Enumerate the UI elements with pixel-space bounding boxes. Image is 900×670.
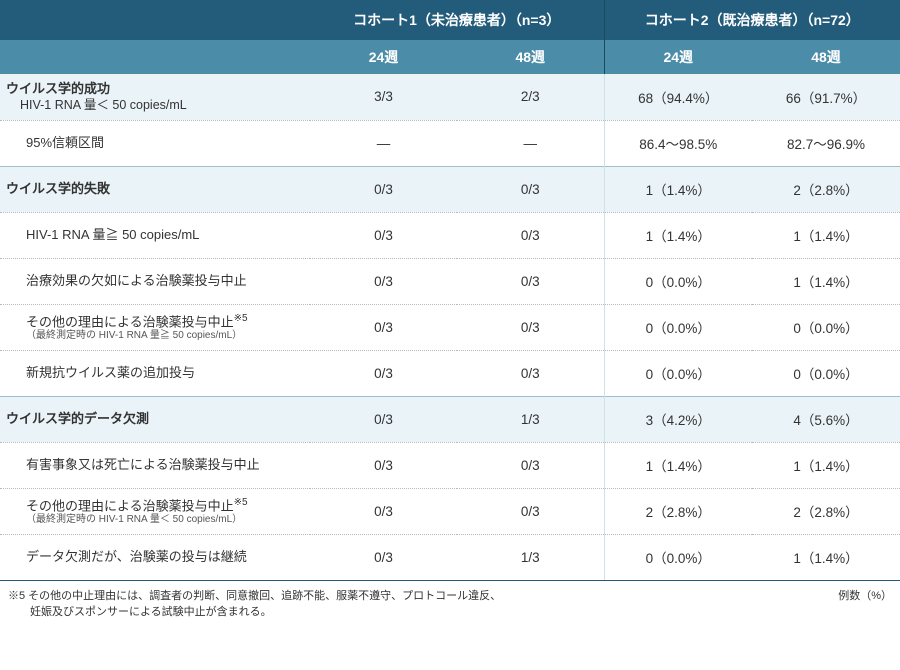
val-ge50-1: 0/3	[457, 212, 604, 258]
label-ae-death: 有害事象又は死亡による治験薬投与中止	[0, 442, 310, 488]
val-ci-1: —	[457, 120, 604, 166]
row-other-lt50: その他の理由による治験薬投与中止※5 （最終測定時の HIV-1 RNA 量＜ …	[0, 488, 900, 534]
text-vs-success-sub: HIV-1 RNA 量＜ 50 copies/mL	[6, 97, 310, 114]
val-ci-3: 82.7～96.9%	[752, 120, 900, 166]
val-le-0: 0/3	[310, 258, 457, 304]
row-virologic-failure: ウイルス学的失敗 0/3 0/3 1（1.4%） 2（2.8%）	[0, 166, 900, 212]
row-lack-efficacy: 治療効果の欠如による治験薬投与中止 0/3 0/3 0（0.0%） 1（1.4%…	[0, 258, 900, 304]
label-other-lt50: その他の理由による治験薬投与中止※5 （最終測定時の HIV-1 RNA 量＜ …	[0, 488, 310, 534]
row-other-ge50: その他の理由による治験薬投与中止※5 （最終測定時の HIV-1 RNA 量≧ …	[0, 304, 900, 350]
val-ad-2: 1（1.4%）	[604, 442, 752, 488]
sup-other-lt50: ※5	[234, 497, 248, 508]
label-new-arv: 新規抗ウイルス薬の追加投与	[0, 350, 310, 396]
val-ad-0: 0/3	[310, 442, 457, 488]
val-ol-3: 2（2.8%）	[752, 488, 900, 534]
val-vf-3: 2（2.8%）	[752, 166, 900, 212]
val-na-1: 0/3	[457, 350, 604, 396]
row-continued: データ欠測だが、治験薬の投与は継続 0/3 1/3 0（0.0%） 1（1.4%…	[0, 534, 900, 580]
label-ge50: HIV-1 RNA 量≧ 50 copies/mL	[0, 212, 310, 258]
val-ge50-3: 1（1.4%）	[752, 212, 900, 258]
text-other-ge50: その他の理由による治験薬投与中止	[26, 314, 234, 329]
val-ct-1: 1/3	[457, 534, 604, 580]
val-vs-c1w48: 2/3	[457, 74, 604, 120]
val-og-3: 0（0.0%）	[752, 304, 900, 350]
header-spacer2	[0, 40, 310, 74]
header-spacer	[0, 0, 310, 40]
val-vf-2: 1（1.4%）	[604, 166, 752, 212]
val-vs-c2w24: 68（94.4%）	[604, 74, 752, 120]
label-virologic-failure: ウイルス学的失敗	[0, 166, 310, 212]
val-ct-3: 1（1.4%）	[752, 534, 900, 580]
val-na-0: 0/3	[310, 350, 457, 396]
row-ci: 95%信頼区間 — — 86.4～98.5% 82.7～96.9%	[0, 120, 900, 166]
val-ci-0: —	[310, 120, 457, 166]
row-missing-data: ウイルス学的データ欠測 0/3 1/3 3（4.2%） 4（5.6%）	[0, 396, 900, 442]
label-lack-efficacy: 治療効果の欠如による治験薬投与中止	[0, 258, 310, 304]
val-vs-c1w24: 3/3	[310, 74, 457, 120]
row-new-arv: 新規抗ウイルス薬の追加投与 0/3 0/3 0（0.0%） 0（0.0%）	[0, 350, 900, 396]
val-ol-2: 2（2.8%）	[604, 488, 752, 534]
clinical-results-table: コホート1（未治療患者）（n=3） コホート2（既治療患者）（n=72） 24週…	[0, 0, 900, 623]
row-virologic-success: ウイルス学的成功 HIV-1 RNA 量＜ 50 copies/mL 3/3 2…	[0, 74, 900, 120]
footnote-line2: 妊娠及びスポンサーによる試験中止が含まれる。	[8, 603, 272, 619]
val-ci-2: 86.4～98.5%	[604, 120, 752, 166]
val-na-2: 0（0.0%）	[604, 350, 752, 396]
header-c1-w48: 48週	[457, 40, 604, 74]
val-le-1: 0/3	[457, 258, 604, 304]
note-other-ge50: （最終測定時の HIV-1 RNA 量≧ 50 copies/mL）	[26, 330, 310, 342]
label-other-ge50: その他の理由による治験薬投与中止※5 （最終測定時の HIV-1 RNA 量≧ …	[0, 304, 310, 350]
text-other-lt50: その他の理由による治験薬投与中止	[26, 498, 234, 513]
val-md-2: 3（4.2%）	[604, 396, 752, 442]
footnote-row: ※5 その他の中止理由には、調査者の判断、同意撤回、追跡不能、服薬不遵守、プロト…	[0, 580, 900, 623]
header-cohort1: コホート1（未治療患者）（n=3）	[310, 0, 604, 40]
val-vf-1: 0/3	[457, 166, 604, 212]
footnote-line1: ※5 その他の中止理由には、調査者の判断、同意撤回、追跡不能、服薬不遵守、プロト…	[8, 590, 501, 602]
val-ad-3: 1（1.4%）	[752, 442, 900, 488]
header-cohort2: コホート2（既治療患者）（n=72）	[604, 0, 900, 40]
val-ge50-0: 0/3	[310, 212, 457, 258]
val-le-3: 1（1.4%）	[752, 258, 900, 304]
val-vf-0: 0/3	[310, 166, 457, 212]
note-other-lt50: （最終測定時の HIV-1 RNA 量＜ 50 copies/mL）	[26, 514, 310, 526]
val-ol-1: 0/3	[457, 488, 604, 534]
val-ct-0: 0/3	[310, 534, 457, 580]
sup-other-ge50: ※5	[234, 313, 248, 324]
val-md-1: 1/3	[457, 396, 604, 442]
footnote-right: 例数（%）	[752, 580, 900, 623]
val-md-0: 0/3	[310, 396, 457, 442]
val-og-2: 0（0.0%）	[604, 304, 752, 350]
header-c2-w24: 24週	[604, 40, 752, 74]
val-ol-0: 0/3	[310, 488, 457, 534]
val-ge50-2: 1（1.4%）	[604, 212, 752, 258]
header-c2-w48: 48週	[752, 40, 900, 74]
header-row-weeks: 24週 48週 24週 48週	[0, 40, 900, 74]
val-ad-1: 0/3	[457, 442, 604, 488]
val-vs-c2w48: 66（91.7%）	[752, 74, 900, 120]
label-ci: 95%信頼区間	[0, 120, 310, 166]
val-ct-2: 0（0.0%）	[604, 534, 752, 580]
text-vs-success-title: ウイルス学的成功	[6, 81, 110, 96]
val-og-1: 0/3	[457, 304, 604, 350]
label-virologic-success: ウイルス学的成功 HIV-1 RNA 量＜ 50 copies/mL	[0, 74, 310, 120]
footnote-left: ※5 その他の中止理由には、調査者の判断、同意撤回、追跡不能、服薬不遵守、プロト…	[0, 580, 752, 623]
val-na-3: 0（0.0%）	[752, 350, 900, 396]
header-row-cohorts: コホート1（未治療患者）（n=3） コホート2（既治療患者）（n=72）	[0, 0, 900, 40]
label-continued: データ欠測だが、治験薬の投与は継続	[0, 534, 310, 580]
val-le-2: 0（0.0%）	[604, 258, 752, 304]
row-ae-death: 有害事象又は死亡による治験薬投与中止 0/3 0/3 1（1.4%） 1（1.4…	[0, 442, 900, 488]
row-ge50: HIV-1 RNA 量≧ 50 copies/mL 0/3 0/3 1（1.4%…	[0, 212, 900, 258]
val-og-0: 0/3	[310, 304, 457, 350]
val-md-3: 4（5.6%）	[752, 396, 900, 442]
header-c1-w24: 24週	[310, 40, 457, 74]
label-missing: ウイルス学的データ欠測	[0, 396, 310, 442]
